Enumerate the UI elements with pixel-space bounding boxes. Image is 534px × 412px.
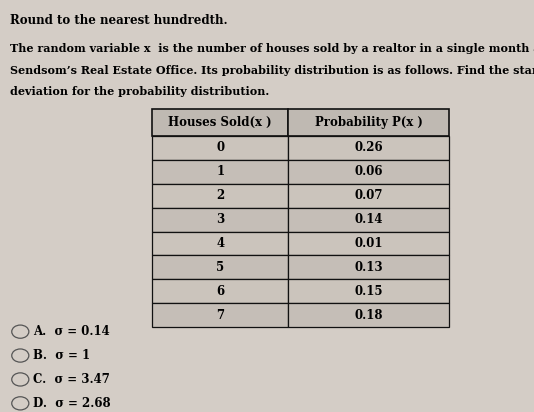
Text: 0.07: 0.07: [354, 189, 383, 202]
Text: Sendsom’s Real Estate Office. Its probability distribution is as follows. Find t: Sendsom’s Real Estate Office. Its probab…: [10, 65, 534, 76]
Bar: [152, 279, 288, 303]
Bar: [152, 136, 288, 160]
Text: C.  σ = 3.47: C. σ = 3.47: [33, 373, 110, 386]
Text: A.  σ = 0.14: A. σ = 0.14: [33, 325, 110, 338]
Text: 6: 6: [216, 285, 224, 298]
Bar: [152, 109, 288, 136]
Text: 0.06: 0.06: [354, 165, 383, 178]
Text: 5: 5: [216, 261, 224, 274]
Bar: [288, 184, 449, 208]
Bar: [152, 160, 288, 184]
Text: 0.26: 0.26: [354, 141, 383, 154]
Bar: [288, 109, 449, 136]
Bar: [152, 303, 288, 327]
Text: D.  σ = 2.68: D. σ = 2.68: [33, 397, 111, 410]
Bar: [288, 160, 449, 184]
Text: 4: 4: [216, 237, 224, 250]
Text: Probability P(x ): Probability P(x ): [315, 116, 422, 129]
Bar: [288, 279, 449, 303]
Text: B.  σ = 1: B. σ = 1: [33, 349, 90, 362]
Bar: [152, 232, 288, 255]
Bar: [288, 255, 449, 279]
Text: 0.15: 0.15: [354, 285, 383, 298]
Bar: [288, 136, 449, 160]
Text: 0.14: 0.14: [354, 213, 383, 226]
Text: 0: 0: [216, 141, 224, 154]
Text: The random variable x  is the number of houses sold by a realtor in a single mon: The random variable x is the number of h…: [10, 43, 534, 54]
Bar: [152, 255, 288, 279]
Bar: [152, 184, 288, 208]
Text: 2: 2: [216, 189, 224, 202]
Text: 0.01: 0.01: [354, 237, 383, 250]
Text: Round to the nearest hundredth.: Round to the nearest hundredth.: [10, 14, 227, 28]
Text: 0.13: 0.13: [354, 261, 383, 274]
Text: 1: 1: [216, 165, 224, 178]
Text: deviation for the probability distribution.: deviation for the probability distributi…: [10, 86, 269, 97]
Bar: [288, 208, 449, 232]
Text: 7: 7: [216, 309, 224, 322]
Text: Houses Sold(x ): Houses Sold(x ): [168, 116, 272, 129]
Bar: [288, 303, 449, 327]
Bar: [288, 232, 449, 255]
Text: 0.18: 0.18: [354, 309, 383, 322]
Text: 3: 3: [216, 213, 224, 226]
Bar: [152, 208, 288, 232]
